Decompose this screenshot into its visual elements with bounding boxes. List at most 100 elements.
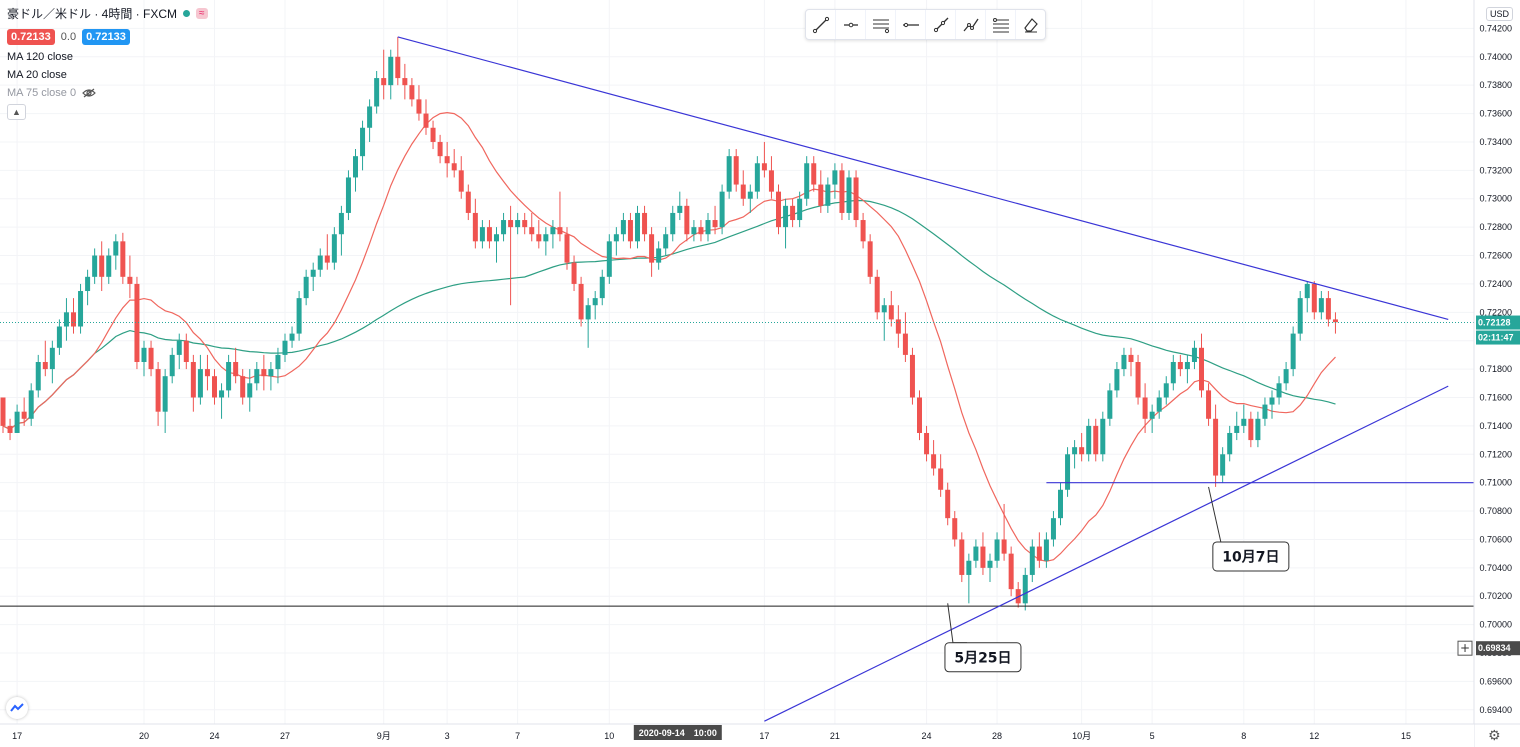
candle-body — [501, 220, 507, 235]
candle — [1220, 447, 1226, 483]
market-status-icon[interactable] — [183, 10, 190, 17]
candle-body — [169, 354, 175, 377]
candle — [698, 220, 704, 242]
candle — [966, 553, 972, 604]
candle-body — [141, 347, 147, 362]
candle — [1065, 447, 1071, 497]
buy-price-button[interactable]: 0.72133 — [82, 29, 130, 45]
candle — [113, 234, 119, 270]
candle-body — [1184, 362, 1190, 370]
candle-body — [557, 227, 563, 235]
candle-body — [1114, 369, 1120, 391]
candle — [127, 255, 133, 299]
candle-body — [719, 191, 725, 228]
candle-body — [134, 283, 140, 362]
candle-body — [1234, 425, 1240, 433]
candle-body — [282, 340, 288, 355]
candle-body — [1086, 425, 1092, 455]
candle — [1184, 354, 1190, 384]
candle-body — [92, 255, 98, 277]
candle-body — [458, 170, 464, 192]
candle — [190, 354, 196, 412]
candle-body — [571, 262, 577, 284]
chevron-up-icon[interactable]: ▲ — [7, 104, 26, 120]
candle-body — [1325, 298, 1331, 320]
price-tick-label: 0.71000 — [1479, 478, 1512, 488]
candle-body — [465, 191, 471, 213]
ray-icon[interactable] — [926, 10, 956, 39]
path-icon[interactable] — [956, 10, 986, 39]
candle-body — [367, 106, 373, 128]
candle-body — [663, 234, 669, 249]
candle-body — [931, 454, 937, 469]
candle-body — [790, 205, 796, 221]
candle — [92, 248, 98, 284]
currency-button[interactable]: USD — [1486, 7, 1514, 21]
gear-icon[interactable]: ⚙ — [1488, 727, 1501, 743]
candle-body — [219, 390, 225, 398]
candle-body — [599, 276, 605, 299]
candle-body — [1177, 362, 1183, 370]
tradingview-logo-icon[interactable] — [6, 697, 28, 719]
candle-body — [42, 362, 48, 370]
candle-body — [1121, 354, 1127, 370]
candle — [134, 276, 140, 370]
callout-text: 10月7日 — [1222, 549, 1279, 565]
fib-retracement-icon[interactable] — [986, 10, 1016, 39]
trend-line-icon[interactable] — [806, 10, 836, 39]
price-tick-label: 0.71600 — [1479, 392, 1512, 402]
price-boxes: 0.72133 0.0 0.72133 — [7, 29, 208, 45]
horizontal-line-icon[interactable] — [896, 10, 926, 39]
candle — [303, 269, 309, 306]
candle — [1227, 425, 1233, 462]
candle-body — [240, 376, 246, 398]
candle-body — [303, 276, 309, 299]
candle-body — [14, 411, 20, 433]
parallel-channel-icon[interactable] — [866, 10, 896, 39]
candle — [1170, 354, 1176, 391]
candle — [705, 212, 711, 242]
resistance-trendline — [397, 36, 1449, 320]
candle — [642, 205, 648, 242]
candle — [987, 553, 993, 583]
candle — [388, 49, 394, 100]
candle — [63, 298, 69, 341]
candle — [1255, 411, 1261, 448]
candle-body — [345, 177, 351, 213]
sell-price-button[interactable]: 0.72133 — [7, 29, 55, 45]
candle-body — [113, 241, 119, 256]
drawing-objects: 5月25日 10月7日 — [0, 36, 1474, 722]
candle — [1015, 582, 1021, 608]
candle-body — [529, 227, 535, 235]
horizontal-ray-icon[interactable] — [836, 10, 866, 39]
candle — [1058, 482, 1063, 526]
chart-type-badge-icon[interactable]: ≈ — [196, 8, 208, 19]
candle-body — [1008, 553, 1014, 590]
indicator-ma-120[interactable]: MA 120 close — [7, 51, 208, 63]
price-axis-ticks[interactable]: 0.74200 0.74000 0.73800 0.73600 0.73400 0.732… — [1479, 23, 1512, 714]
indicator-ma-75[interactable]: MA 75 close 0 — [7, 87, 208, 99]
eye-hidden-icon[interactable] — [82, 88, 96, 98]
candle-body — [1206, 390, 1212, 419]
candle — [783, 198, 789, 249]
candle-body — [783, 205, 789, 228]
candle — [1100, 411, 1106, 462]
callout-text: 5月25日 — [954, 650, 1011, 666]
candle-body — [945, 489, 951, 519]
symbol-title[interactable]: 豪ドル／米ドル · 4時間 · FXCM — [7, 7, 177, 21]
candle-body — [1036, 546, 1042, 561]
candle-body — [423, 113, 429, 128]
time-axis-ticks[interactable]: 17 20 24 27 9月 3 7 10 17 21 24 28 10月 5 8 12 15 — [12, 731, 1411, 741]
time-tick-label: 9月 — [377, 731, 391, 741]
candle — [1107, 383, 1113, 426]
candle — [1262, 397, 1268, 426]
candle — [902, 312, 908, 362]
indicator-ma-20[interactable]: MA 20 close — [7, 69, 208, 81]
candle — [1276, 376, 1282, 405]
candle-body — [1318, 298, 1324, 313]
eraser-icon[interactable] — [1016, 10, 1045, 39]
candle — [1079, 432, 1085, 462]
candle — [331, 227, 337, 270]
